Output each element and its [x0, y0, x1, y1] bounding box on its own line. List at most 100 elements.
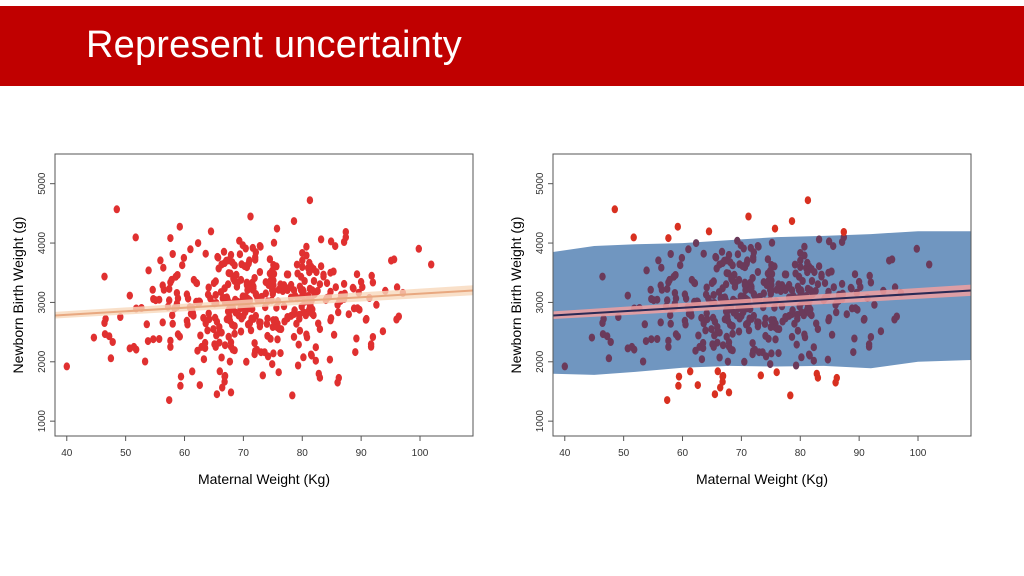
data-point	[303, 333, 311, 342]
data-point	[252, 311, 259, 320]
data-point	[782, 286, 789, 294]
x-tick-label: 40	[61, 448, 73, 459]
title-bar: Represent uncertainty	[0, 6, 1024, 86]
data-point	[306, 258, 313, 267]
data-point	[710, 277, 717, 286]
data-point	[797, 263, 804, 271]
data-point	[395, 312, 402, 321]
data-point	[719, 341, 727, 350]
data-point	[735, 275, 743, 284]
data-point	[373, 300, 380, 309]
data-point	[202, 319, 209, 328]
data-point	[729, 322, 736, 330]
data-point	[665, 342, 672, 351]
data-point	[665, 234, 672, 243]
data-point	[718, 247, 726, 256]
data-point	[388, 256, 395, 265]
data-point	[306, 196, 314, 205]
data-point	[851, 334, 858, 343]
data-point	[269, 360, 276, 369]
data-point	[295, 340, 302, 349]
data-point	[201, 344, 209, 353]
data-point	[665, 336, 672, 345]
data-point	[177, 372, 185, 381]
data-point	[290, 217, 298, 226]
data-point	[749, 339, 756, 348]
data-point	[828, 267, 835, 276]
data-point	[257, 348, 265, 357]
data-point	[303, 242, 310, 251]
data-point	[768, 316, 775, 325]
data-point	[202, 249, 209, 258]
data-point	[176, 222, 183, 231]
data-point	[631, 345, 638, 354]
data-point	[794, 326, 802, 335]
data-point	[815, 262, 823, 271]
data-point	[792, 269, 799, 278]
data-point	[236, 236, 243, 245]
data-point	[166, 296, 173, 305]
data-point	[290, 332, 298, 341]
data-point	[133, 345, 140, 354]
data-point	[639, 357, 647, 366]
data-point	[866, 271, 873, 280]
data-point	[252, 255, 259, 264]
data-point	[886, 256, 893, 265]
data-point	[226, 357, 234, 366]
data-point	[840, 228, 847, 236]
data-point	[145, 266, 152, 275]
data-point	[611, 205, 618, 214]
data-point	[725, 388, 733, 397]
data-point	[740, 244, 747, 253]
data-point	[791, 260, 799, 269]
x-tick-label: 70	[736, 448, 748, 459]
data-point	[187, 245, 194, 254]
data-point	[193, 279, 201, 288]
data-point	[694, 381, 701, 390]
data-point	[825, 237, 833, 246]
data-point	[647, 285, 654, 294]
plot-frame	[54, 153, 474, 437]
data-point	[754, 268, 762, 276]
data-point	[332, 283, 339, 292]
scatter-chart-prediction-band: 40 50 60 70 80 90 100 1000 2000 3000 4000 5000 Mater…	[508, 153, 972, 487]
data-point	[290, 286, 298, 295]
data-point	[797, 249, 804, 257]
data-point	[144, 337, 152, 346]
data-point	[90, 333, 98, 342]
data-point	[415, 244, 422, 253]
data-point	[798, 353, 805, 362]
data-point	[315, 369, 322, 378]
data-point	[317, 235, 325, 244]
data-point	[160, 263, 167, 272]
data-point	[152, 296, 159, 305]
data-point	[168, 275, 175, 284]
data-point	[710, 291, 717, 299]
data-point	[664, 396, 671, 405]
data-point	[326, 355, 334, 364]
data-point	[273, 224, 281, 233]
data-point	[160, 285, 168, 294]
data-point	[648, 335, 655, 344]
data-point	[379, 327, 387, 336]
data-point	[760, 289, 767, 298]
data-point	[722, 280, 730, 289]
data-point	[251, 350, 258, 359]
data-point	[729, 329, 736, 338]
data-point	[691, 279, 699, 288]
data-point	[877, 327, 885, 336]
y-tick-label: 5000	[37, 172, 48, 195]
x-tick-label: 70	[238, 448, 250, 459]
x-tick-label: 60	[179, 448, 191, 459]
data-point	[277, 349, 284, 358]
data-point	[833, 308, 840, 317]
data-point	[308, 351, 315, 360]
data-point	[793, 340, 800, 349]
data-point	[641, 320, 648, 329]
data-point	[699, 344, 707, 353]
data-point	[762, 314, 769, 323]
data-point	[871, 300, 878, 309]
data-point	[159, 318, 166, 327]
data-point	[714, 367, 721, 376]
data-point	[605, 354, 613, 363]
